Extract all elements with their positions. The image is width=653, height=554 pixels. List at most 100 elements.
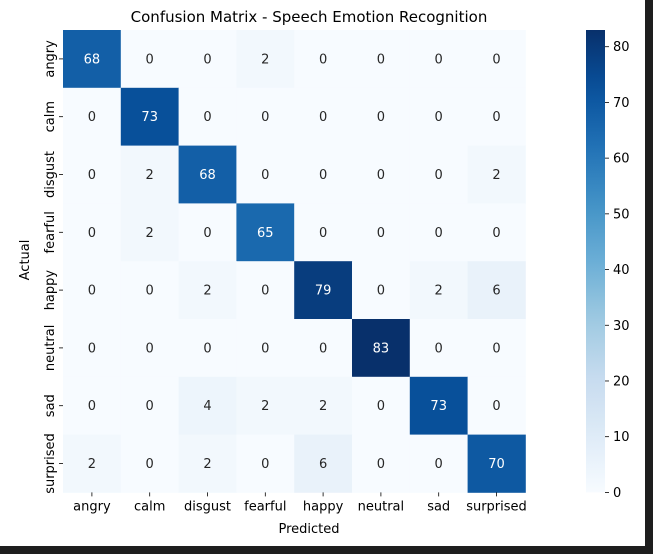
cell-value-fearful-angry: 0 — [88, 226, 96, 241]
heatmap-cell-surprised-happy — [294, 434, 353, 493]
x-tick-label-surprised: surprised — [466, 499, 527, 514]
cell-value-angry-fearful: 2 — [261, 52, 269, 67]
heatmap-cell-sad-happy — [294, 376, 353, 435]
cell-value-disgust-calm: 2 — [146, 168, 154, 183]
cell-value-happy-neutral: 0 — [377, 284, 385, 299]
heatmap-cell-surprised-neutral — [352, 434, 411, 493]
heatmap-cell-fearful-calm — [120, 203, 179, 262]
cell-value-disgust-fearful: 0 — [261, 168, 269, 183]
heatmap-cell-happy-fearful — [236, 261, 295, 320]
heatmap-cell-happy-disgust — [178, 261, 237, 320]
heatmap-cell-surprised-calm — [120, 434, 179, 493]
x-tick-label-happy: happy — [303, 499, 344, 514]
chart-title: Confusion Matrix - Speech Emotion Recogn… — [131, 8, 488, 26]
cell-value-disgust-neutral: 0 — [377, 168, 385, 183]
cell-value-happy-happy: 79 — [315, 284, 332, 299]
colorbar-tick-label-20: 20 — [613, 374, 630, 389]
heatmap-cell-disgust-happy — [294, 145, 353, 204]
cell-value-neutral-calm: 0 — [146, 341, 154, 356]
cell-value-happy-fearful: 0 — [261, 284, 269, 299]
cell-value-sad-surprised: 0 — [492, 399, 500, 414]
colorbar-tick-label-60: 60 — [613, 152, 630, 167]
y-tick-label-neutral: neutral — [43, 325, 58, 372]
heatmap-cell-surprised-angry — [63, 434, 122, 493]
cell-value-surprised-happy: 6 — [319, 457, 327, 472]
cell-value-surprised-fearful: 0 — [261, 457, 269, 472]
cell-value-sad-angry: 0 — [88, 399, 96, 414]
cell-value-fearful-fearful: 65 — [257, 226, 274, 241]
heatmap-cell-sad-disgust — [178, 376, 237, 435]
heatmap-cell-sad-calm — [120, 376, 179, 435]
heatmap-cell-calm-fearful — [236, 87, 295, 146]
heatmap-cell-surprised-disgust — [178, 434, 237, 493]
y-tick-labels: angry calm disgust fearful happy neutral sad su… — [43, 40, 63, 494]
cell-value-happy-sad: 2 — [435, 284, 443, 299]
cell-value-surprised-calm: 0 — [146, 457, 154, 472]
x-tick-label-neutral: neutral — [358, 499, 405, 514]
heatmap-cell-neutral-sad — [409, 319, 468, 378]
heatmap-cell-sad-fearful — [236, 376, 295, 435]
cell-value-neutral-angry: 0 — [88, 341, 96, 356]
cell-value-surprised-sad: 0 — [435, 457, 443, 472]
heatmap-cell-angry-surprised — [467, 30, 526, 89]
cell-value-calm-neutral: 0 — [377, 110, 385, 125]
heatmap-cell-fearful-happy — [294, 203, 353, 262]
heatmap-cell-fearful-angry — [63, 203, 122, 262]
heatmap-cell-angry-sad — [409, 30, 468, 89]
cell-value-angry-surprised: 0 — [492, 52, 500, 67]
colorbar-tick-label-0: 0 — [613, 486, 621, 501]
heatmap-cell-neutral-calm — [120, 319, 179, 378]
heatmap-cell-disgust-neutral — [352, 145, 411, 204]
cell-value-happy-surprised: 6 — [492, 284, 500, 299]
heatmap-cell-happy-neutral — [352, 261, 411, 320]
heatmap-cell-fearful-neutral — [352, 203, 411, 262]
colorbar-tick-label-80: 80 — [613, 40, 630, 55]
heatmap-cell-neutral-fearful — [236, 319, 295, 378]
heatmap-cell-sad-sad — [409, 376, 468, 435]
heatmap-cell-happy-sad — [409, 261, 468, 320]
chart-canvas: Confusion Matrix - Speech Emotion Recogn… — [0, 0, 645, 546]
heatmap-cell-disgust-surprised — [467, 145, 526, 204]
cell-value-calm-surprised: 0 — [492, 110, 500, 125]
colorbar-tick-label-40: 40 — [613, 263, 630, 278]
y-tick-label-sad: sad — [43, 394, 58, 417]
cell-value-sad-sad: 73 — [430, 399, 447, 414]
heatmap-cell-surprised-surprised — [467, 434, 526, 493]
heatmap-cell-happy-calm — [120, 261, 179, 320]
heatmap-cell-calm-angry — [63, 87, 122, 146]
heatmap-cell-angry-calm — [120, 30, 179, 89]
colorbar-tick-label-50: 50 — [613, 207, 630, 222]
cell-value-calm-calm: 73 — [141, 110, 158, 125]
cell-value-fearful-calm: 2 — [146, 226, 154, 241]
heatmap-cells — [63, 30, 526, 493]
cell-value-calm-fearful: 0 — [261, 110, 269, 125]
cell-value-fearful-disgust: 0 — [203, 226, 211, 241]
x-tick-label-disgust: disgust — [184, 499, 231, 514]
cell-value-happy-disgust: 2 — [203, 284, 211, 299]
cell-value-neutral-sad: 0 — [435, 341, 443, 356]
cell-value-disgust-angry: 0 — [88, 168, 96, 183]
cell-value-happy-angry: 0 — [88, 284, 96, 299]
colorbar-tick-label-70: 70 — [613, 96, 630, 111]
heatmap-cell-disgust-calm — [120, 145, 179, 204]
cell-value-surprised-surprised: 70 — [488, 457, 505, 472]
x-tick-labels: angry calm disgust fearful happy neutral sad su… — [73, 492, 527, 514]
heatmap-cell-happy-happy — [294, 261, 353, 320]
heatmap-cell-disgust-disgust — [178, 145, 237, 204]
colorbar-gradient — [586, 30, 605, 493]
cell-value-fearful-surprised: 0 — [492, 226, 500, 241]
heatmap-cell-surprised-fearful — [236, 434, 295, 493]
heatmap-cell-happy-surprised — [467, 261, 526, 320]
cell-value-disgust-disgust: 68 — [199, 168, 216, 183]
heatmap-cell-angry-neutral — [352, 30, 411, 89]
heatmap-cell-disgust-fearful — [236, 145, 295, 204]
cell-value-calm-disgust: 0 — [203, 110, 211, 125]
cell-value-neutral-fearful: 0 — [261, 341, 269, 356]
cell-value-sad-calm: 0 — [146, 399, 154, 414]
cell-value-neutral-happy: 0 — [319, 341, 327, 356]
cell-value-angry-sad: 0 — [435, 52, 443, 67]
cell-value-angry-happy: 0 — [319, 52, 327, 67]
heatmap-cell-calm-happy — [294, 87, 353, 146]
heatmap-cell-sad-angry — [63, 376, 122, 435]
heatmap-cell-fearful-disgust — [178, 203, 237, 262]
